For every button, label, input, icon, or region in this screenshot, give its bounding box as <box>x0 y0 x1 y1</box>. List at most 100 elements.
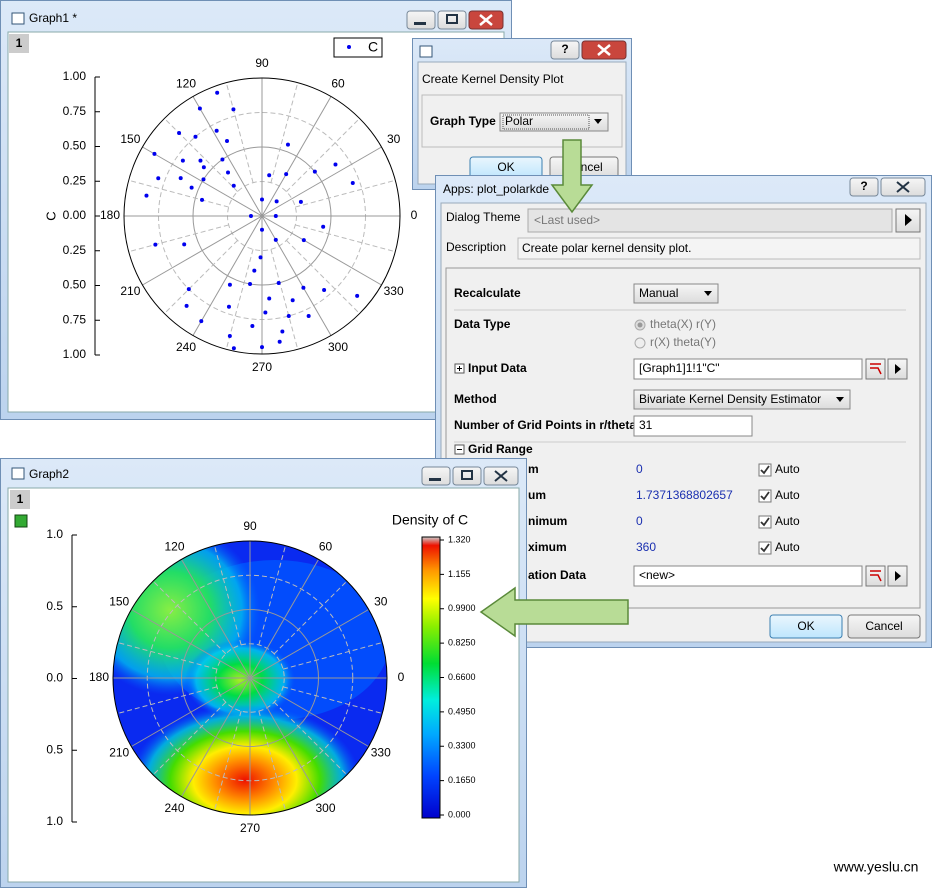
colorbar-label: 0.6600 <box>448 672 476 682</box>
maximize-button[interactable] <box>452 466 482 486</box>
description-text: Create polar kernel density plot. <box>522 241 691 255</box>
combo-value: Manual <box>639 286 678 300</box>
field-value: 1.7371368802657 <box>636 488 733 502</box>
theme-value: <Last used> <box>534 213 600 227</box>
r-tick-label: 0.25 <box>63 173 87 187</box>
scatter-point <box>285 142 290 147</box>
radio-label: theta(X) r(Y) <box>650 317 716 331</box>
scatter-point <box>280 329 285 334</box>
polar-grid: 0 30 60 90 120 150 180 210 240 270 300 330 1.0 0.5 0.0… <box>46 519 404 835</box>
legend-symbol <box>347 45 351 49</box>
grid-spoke <box>181 677 251 797</box>
scatter-point <box>260 345 264 350</box>
colorbar-label: 0.4950 <box>448 706 476 716</box>
window-icon <box>11 12 25 25</box>
field-label: Input Data <box>468 361 527 375</box>
checkbox[interactable] <box>758 489 772 503</box>
check-mark <box>760 491 770 501</box>
input-box[interactable] <box>633 358 863 380</box>
combo-arrow <box>704 291 712 296</box>
grid-spoke <box>225 249 254 350</box>
check-mark <box>760 543 770 553</box>
angle-label: 120 <box>176 77 196 91</box>
grid-spoke <box>273 701 348 776</box>
grid-spoke <box>164 240 238 314</box>
field-label: Recalculate <box>454 286 521 300</box>
help-button[interactable] <box>550 40 580 60</box>
scatter-point <box>267 296 272 301</box>
angle-label: 270 <box>240 821 260 835</box>
field-label: Description <box>446 240 506 254</box>
radio-label: r(X) theta(Y) <box>650 335 716 349</box>
scatter-point <box>333 162 338 167</box>
angle-label: 330 <box>384 284 404 298</box>
checkbox[interactable] <box>758 463 772 477</box>
create-kde-dialog: ? Create Kernel Density Plot Graph Type … <box>412 38 632 190</box>
r-tick-label: 1.00 <box>63 347 87 361</box>
scatter-point <box>248 281 253 286</box>
theme-box[interactable] <box>527 208 893 233</box>
checkbox-label: Auto <box>775 488 800 502</box>
minimize-button[interactable] <box>421 466 451 486</box>
output-box[interactable] <box>633 565 863 587</box>
field-label: Method <box>454 392 497 406</box>
field-label: um <box>528 488 546 502</box>
r-tick-label: 0.5 <box>46 742 63 756</box>
maximize-button[interactable] <box>437 10 467 30</box>
angle-label: 180 <box>89 670 109 684</box>
lock-icon[interactable] <box>14 514 28 528</box>
angle-label: 330 <box>371 746 391 760</box>
layer-badge[interactable] <box>10 490 30 509</box>
scatter-point <box>184 303 189 308</box>
grid-spoke <box>249 609 369 679</box>
radio-button[interactable] <box>634 337 646 349</box>
select-icon <box>870 363 882 375</box>
window-buttons[interactable] <box>406 10 504 30</box>
scatter-point <box>250 323 255 328</box>
scatter-point <box>306 314 311 319</box>
layer-number: 1 <box>16 36 23 50</box>
grid-spoke <box>261 96 332 217</box>
r-tick-label: 1.0 <box>46 814 63 828</box>
ok-button[interactable] <box>769 614 843 639</box>
checkbox[interactable] <box>758 541 772 555</box>
r-tick-label: 0.25 <box>63 243 87 257</box>
grid-spoke <box>249 677 369 747</box>
axis-title: C <box>43 211 58 220</box>
checkbox[interactable] <box>758 515 772 529</box>
angle-label: 120 <box>164 539 184 553</box>
angle-label: 180 <box>100 208 120 222</box>
grid-points-value: 31 <box>639 418 653 432</box>
angle-label: 150 <box>109 595 129 609</box>
recalculate-combo[interactable] <box>633 283 719 304</box>
outer-circle <box>123 77 401 355</box>
scatter-point <box>276 280 281 285</box>
grid-spoke <box>261 215 332 336</box>
layer-badge[interactable] <box>9 34 29 53</box>
outer-circle <box>112 540 388 816</box>
method-combo[interactable] <box>633 389 851 410</box>
scatter-point <box>201 165 206 170</box>
maximize-icon <box>446 14 458 24</box>
grid-spoke <box>192 96 263 217</box>
combo-arrow <box>594 119 602 124</box>
minimize-icon <box>429 478 441 481</box>
grid-spoke <box>142 215 263 286</box>
help-button[interactable] <box>849 177 879 197</box>
select-button[interactable] <box>865 565 886 587</box>
cancel-button[interactable] <box>847 614 921 639</box>
minimize-button[interactable] <box>406 10 436 30</box>
angle-label: 0 <box>411 208 418 222</box>
combo-value: Bivariate Kernel Density Estimator <box>639 392 821 406</box>
angle-label: 0 <box>398 670 405 684</box>
window-title: Apps: plot_polarkde <box>443 182 549 196</box>
graph-type-combo[interactable] <box>499 112 609 132</box>
scatter-point <box>321 224 326 229</box>
select-button[interactable] <box>865 358 886 380</box>
scatter-point <box>152 151 157 156</box>
scatter-point <box>260 227 264 232</box>
help-icon: ? <box>860 179 867 193</box>
grid-points-box[interactable] <box>633 415 753 437</box>
scatter-point <box>274 199 279 204</box>
scatter-point <box>226 304 231 309</box>
